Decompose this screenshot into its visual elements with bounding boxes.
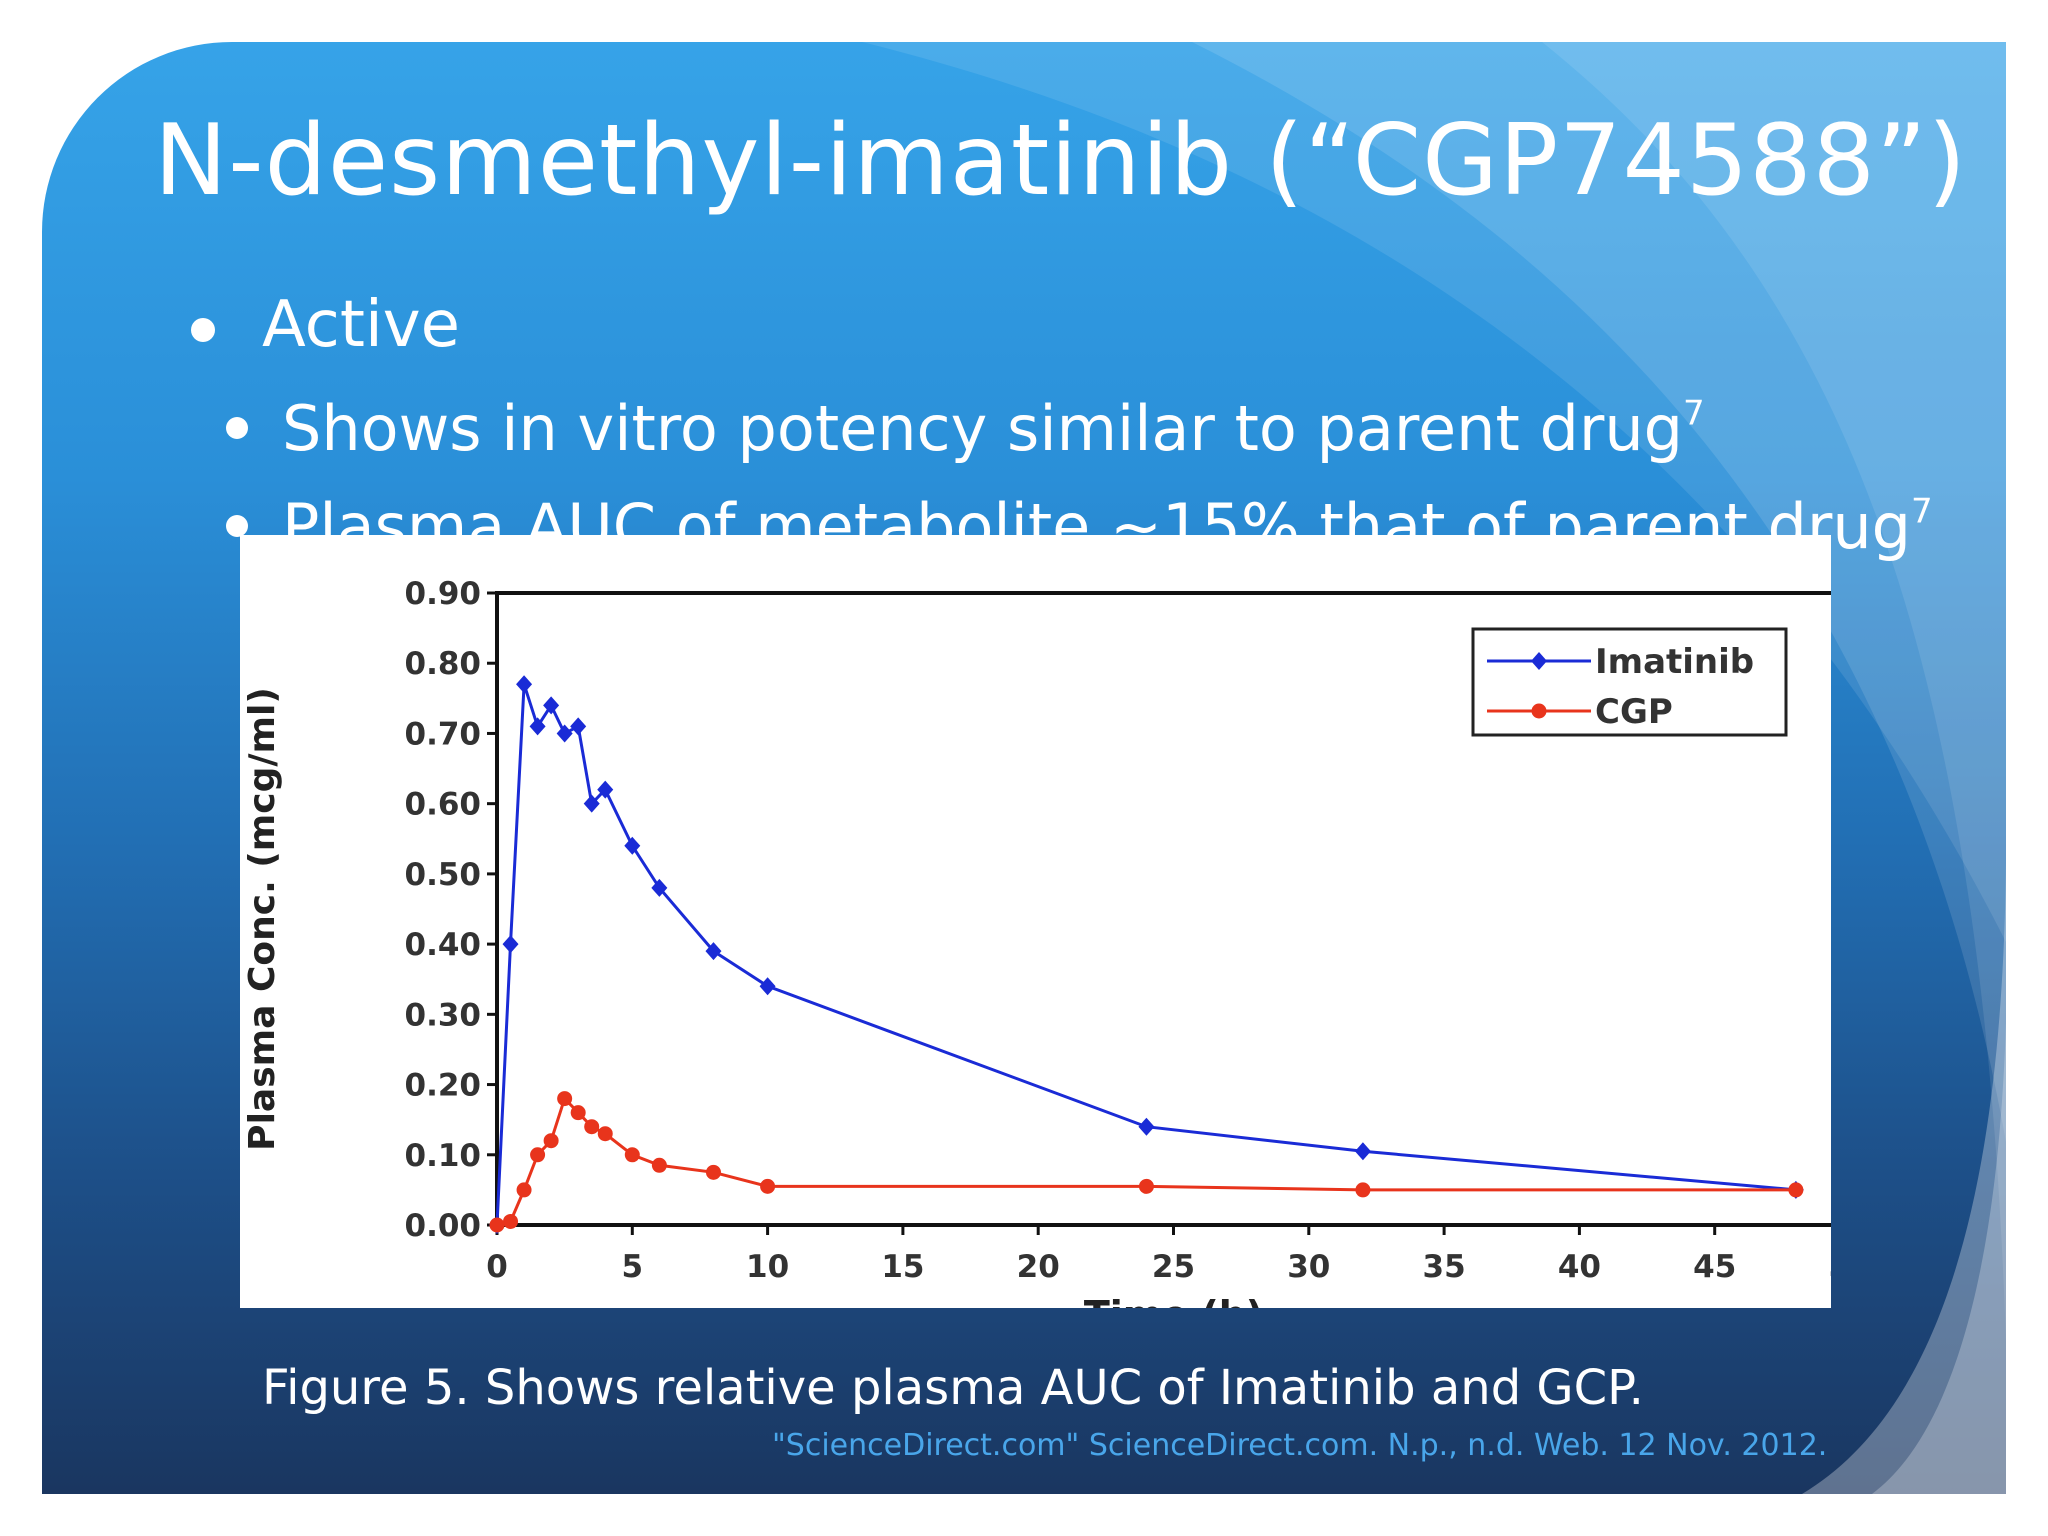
x-tick-label: 25	[1152, 1249, 1195, 1285]
bullet-dot	[226, 515, 248, 537]
citation-text: "ScienceDirect.com" ScienceDirect.com. N…	[772, 1428, 1828, 1463]
plasma-concentration-chart: 0.00 0.10 0.20 0.30 0.40 0.50 0.60 0.70 0.80 0.90…	[242, 576, 1831, 1308]
y-tick-label: 0.20	[405, 1068, 482, 1104]
data-point-imatinib	[705, 942, 722, 961]
data-point-cgp	[1355, 1182, 1371, 1198]
data-point-cgp	[760, 1178, 776, 1194]
data-point-imatinib	[516, 675, 533, 694]
data-point-imatinib	[583, 794, 600, 813]
reference-superscript: 7	[1683, 393, 1705, 434]
x-tick-label: 10	[746, 1249, 789, 1285]
x-tick-label: 30	[1287, 1249, 1330, 1285]
chart-panel: 0.00 0.10 0.20 0.30 0.40 0.50 0.60 0.70 0.80 0.90…	[240, 535, 1831, 1308]
data-point-imatinib	[597, 780, 614, 799]
y-tick-label: 0.10	[405, 1138, 482, 1174]
data-point-imatinib	[651, 878, 668, 897]
y-tick-label: 0.60	[405, 787, 482, 823]
y-tick-label: 0.70	[405, 716, 482, 752]
data-point-cgp	[597, 1126, 613, 1142]
data-point-imatinib	[570, 717, 587, 736]
data-point-imatinib	[543, 696, 560, 715]
data-point-cgp	[543, 1133, 559, 1149]
data-point-imatinib	[556, 724, 573, 743]
bullet-active: Active	[262, 288, 460, 362]
y-tick-label: 0.80	[405, 646, 482, 682]
y-tick-label: 0.00	[405, 1208, 482, 1244]
data-point-cgp	[624, 1147, 640, 1163]
x-tick-label: 40	[1558, 1249, 1601, 1285]
x-tick-label: 20	[1017, 1249, 1060, 1285]
bullet-dot	[191, 318, 215, 342]
slide-title: N-desmethyl-imatinib (“CGP74588”)	[154, 104, 1967, 218]
bullet-dot	[226, 417, 248, 439]
data-point-imatinib	[1138, 1117, 1155, 1136]
data-point-imatinib	[529, 717, 546, 736]
data-point-cgp	[530, 1147, 546, 1163]
figure-caption: Figure 5. Shows relative plasma AUC of I…	[262, 1360, 1644, 1416]
data-point-cgp	[1788, 1182, 1804, 1198]
reference-superscript: 7	[1910, 491, 1933, 532]
y-axis-label: Plasma Conc. (mcg/ml)	[242, 687, 283, 1151]
x-tick-label: 0	[486, 1249, 508, 1285]
legend-label-cgp: CGP	[1595, 692, 1673, 732]
data-point-cgp	[1138, 1178, 1154, 1194]
x-tick-label: 45	[1693, 1249, 1736, 1285]
data-point-cgp	[489, 1217, 505, 1233]
data-point-cgp	[557, 1091, 573, 1107]
y-tick-label: 0.90	[405, 576, 482, 612]
decorative-swoosh	[862, 42, 2006, 1494]
bullet-text: Active	[262, 288, 460, 362]
data-point-cgp	[570, 1105, 586, 1121]
x-tick-label: 35	[1423, 1249, 1466, 1285]
x-tick-label: 50	[1828, 1249, 1831, 1285]
y-tick-label: 0.50	[405, 857, 482, 893]
data-point-imatinib	[624, 836, 641, 855]
data-point-imatinib	[759, 977, 776, 996]
legend-marker-cgp	[1531, 703, 1547, 719]
bullet-potency: Shows in vitro potency similar to parent…	[282, 392, 1705, 465]
y-tick-label: 0.40	[405, 927, 482, 963]
data-point-cgp	[705, 1164, 721, 1180]
legend-box	[1471, 627, 1788, 737]
x-tick-label: 15	[881, 1249, 924, 1285]
data-point-imatinib	[502, 935, 519, 954]
legend-label-imatinib: Imatinib	[1595, 642, 1754, 682]
x-tick-label: 5	[622, 1249, 644, 1285]
data-point-cgp	[584, 1119, 600, 1135]
series-line-imatinib	[495, 683, 1797, 1226]
data-point-cgp	[503, 1213, 519, 1229]
data-point-cgp	[651, 1157, 667, 1173]
y-tick-label: 0.30	[405, 997, 482, 1033]
legend-marker-imatinib	[1531, 652, 1547, 670]
data-point-imatinib	[1354, 1142, 1371, 1161]
x-axis-label: Time (h)	[1084, 1293, 1263, 1308]
bullet-text: Shows in vitro potency similar to parent…	[282, 392, 1683, 465]
series-line-cgp	[496, 1095, 1796, 1227]
data-point-cgp	[516, 1182, 532, 1198]
